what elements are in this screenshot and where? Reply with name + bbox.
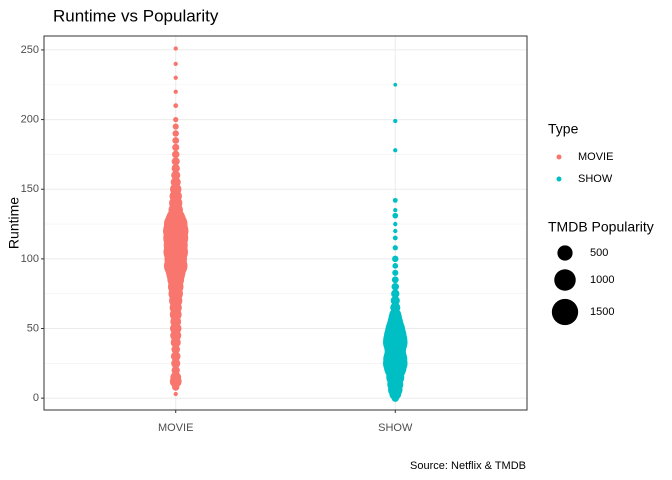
point bbox=[393, 118, 398, 124]
chart-title: Runtime vs Popularity bbox=[53, 6, 219, 25]
size-legend-label: 1000 bbox=[590, 274, 614, 286]
legend-key bbox=[556, 154, 562, 160]
legend-label: MOVIE bbox=[578, 151, 613, 163]
point bbox=[173, 103, 179, 109]
y-tick-label: 200 bbox=[21, 113, 39, 125]
point bbox=[392, 255, 399, 263]
point bbox=[171, 366, 180, 375]
point bbox=[391, 289, 400, 298]
point bbox=[391, 276, 399, 284]
point bbox=[171, 345, 181, 354]
size-legend-label: 500 bbox=[590, 247, 608, 259]
point bbox=[392, 245, 398, 251]
y-axis-title: Runtime bbox=[6, 197, 22, 249]
point bbox=[392, 269, 399, 276]
point bbox=[172, 137, 180, 144]
point bbox=[393, 207, 398, 213]
size-legend-key bbox=[551, 298, 579, 326]
size-legend-key bbox=[554, 269, 576, 291]
size-legend-title: TMDB Popularity bbox=[548, 219, 654, 235]
point bbox=[172, 143, 180, 151]
point bbox=[170, 371, 182, 383]
point bbox=[393, 221, 398, 227]
point bbox=[171, 170, 181, 180]
point bbox=[173, 391, 178, 397]
point bbox=[393, 148, 398, 153]
point bbox=[173, 89, 178, 94]
y-tick-label: 250 bbox=[21, 44, 39, 56]
point bbox=[392, 235, 398, 241]
y-tick-label: 0 bbox=[33, 392, 39, 404]
legend-label: SHOW bbox=[578, 173, 613, 185]
point bbox=[392, 197, 398, 203]
point bbox=[171, 358, 181, 368]
point bbox=[172, 130, 179, 137]
panel-border bbox=[43, 35, 528, 411]
point bbox=[393, 228, 398, 234]
point bbox=[172, 123, 179, 130]
point bbox=[171, 157, 180, 166]
point bbox=[390, 296, 400, 306]
point bbox=[390, 302, 401, 313]
size-legend-key bbox=[557, 245, 573, 261]
point bbox=[392, 212, 399, 219]
point bbox=[170, 351, 181, 362]
x-tick-label: SHOW bbox=[378, 422, 413, 434]
point bbox=[172, 150, 180, 159]
point bbox=[173, 116, 179, 123]
point bbox=[170, 177, 181, 188]
point bbox=[173, 46, 178, 51]
y-tick-label: 100 bbox=[21, 253, 39, 265]
size-legend-label: 1500 bbox=[590, 306, 614, 318]
point bbox=[393, 82, 398, 87]
legend-key bbox=[556, 176, 562, 182]
y-tick-label: 50 bbox=[27, 322, 39, 334]
caption: Source: Netflix & TMDB bbox=[410, 460, 526, 472]
point bbox=[391, 283, 399, 291]
point bbox=[392, 262, 399, 269]
point bbox=[173, 75, 178, 80]
point bbox=[171, 164, 180, 173]
legend-title: Type bbox=[548, 121, 579, 137]
y-tick-label: 150 bbox=[21, 183, 39, 195]
point bbox=[173, 61, 178, 67]
x-tick-label: MOVIE bbox=[158, 422, 193, 434]
